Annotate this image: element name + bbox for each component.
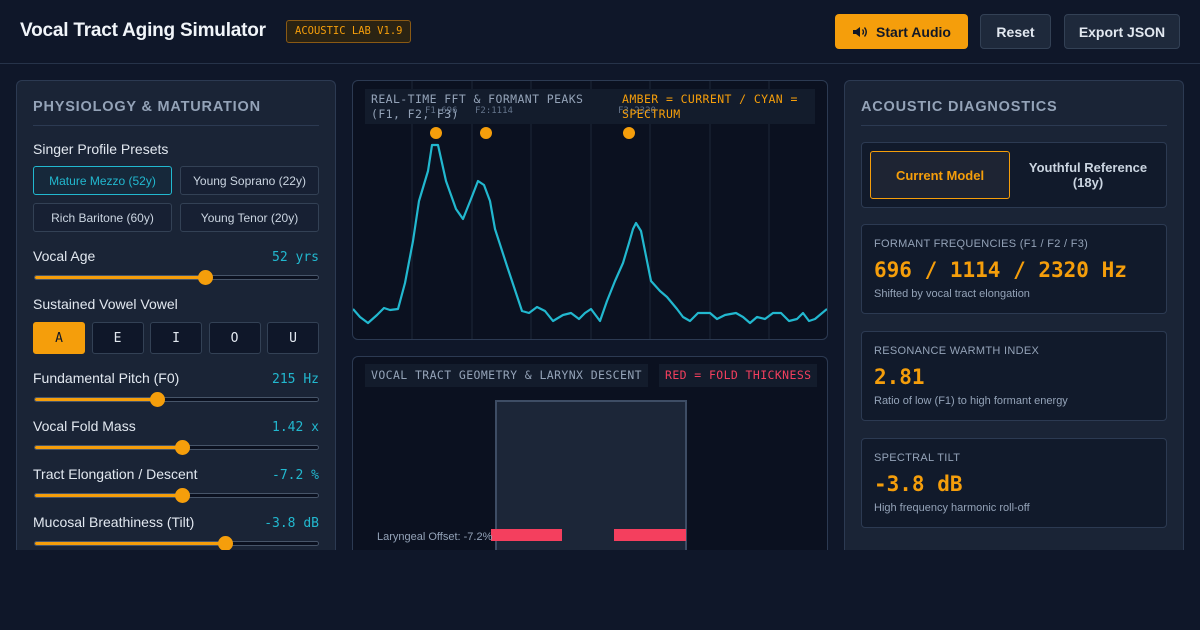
slider-thumb[interactable] — [175, 488, 191, 503]
preset-young-soprano[interactable]: Young Soprano (22y) — [180, 166, 319, 195]
slider-thumb[interactable] — [217, 536, 233, 550]
pitch-slider[interactable] — [34, 392, 319, 407]
slider-thumb[interactable] — [197, 270, 213, 285]
model-toggle: Current Model Youthful Reference (18y) — [861, 142, 1167, 208]
divider — [33, 125, 319, 126]
vocal-fold-right — [614, 529, 686, 541]
start-audio-button[interactable]: Start Audio — [835, 14, 968, 49]
export-json-button[interactable]: Export JSON — [1064, 14, 1180, 49]
vowel-e-button[interactable]: E — [91, 322, 144, 354]
breathiness-slider[interactable] — [34, 536, 319, 550]
peak-label-f2: F2:1114 — [475, 106, 513, 116]
vowel-label: Sustained Vowel Vowel — [33, 296, 178, 312]
formant-peak-f2 — [480, 127, 492, 139]
elongation-slider[interactable] — [34, 488, 319, 503]
geometry-panel: VOCAL TRACT GEOMETRY & LARYNX DESCENT RE… — [352, 356, 828, 550]
preset-young-tenor[interactable]: Young Tenor (20y) — [180, 203, 319, 232]
start-audio-label: Start Audio — [876, 23, 951, 40]
divider — [861, 125, 1167, 126]
pitch-label: Fundamental Pitch (F0) — [33, 370, 180, 386]
formant-peak-f1 — [430, 127, 442, 139]
pitch-value: 215 Hz — [272, 372, 319, 387]
card-value: 696 / 1114 / 2320 Hz — [874, 258, 1127, 282]
preset-rich-baritone[interactable]: Rich Baritone (60y) — [33, 203, 172, 232]
card-value: 2.81 — [874, 365, 925, 389]
card-label: RESONANCE WARMTH INDEX — [874, 345, 1040, 357]
current-model-tab[interactable]: Current Model — [870, 151, 1010, 199]
vocal-tract-shape — [495, 400, 687, 550]
fft-caption: REAL-TIME FFT & FORMANT PEAKS (F1, F2, F… — [371, 92, 584, 121]
resonance-warmth-card: RESONANCE WARMTH INDEX 2.81 Ratio of low… — [861, 331, 1167, 421]
fft-legend: AMBER = CURRENT / CYAN = SPECTRUM — [622, 92, 798, 121]
speaker-icon — [853, 26, 867, 37]
vowel-i-button[interactable]: I — [150, 322, 202, 354]
elongation-label: Tract Elongation / Descent — [33, 466, 198, 482]
card-desc: Ratio of low (F1) to high formant energy — [874, 395, 1068, 407]
youthful-reference-tab[interactable]: Youthful Reference (18y) — [1028, 160, 1148, 190]
laryngeal-offset-label: Laryngeal Offset: -7.2% — [377, 531, 493, 543]
caption-bar — [365, 89, 815, 124]
vocal-fold-left — [491, 529, 562, 541]
version-badge: ACOUSTIC LAB V1.9 — [286, 20, 412, 43]
vocal-age-slider[interactable] — [34, 270, 319, 285]
slider-thumb[interactable] — [149, 392, 165, 407]
fold-mass-value: 1.42 x — [272, 420, 319, 435]
spectrum-line — [353, 143, 827, 325]
app-header: Vocal Tract Aging Simulator ACOUSTIC LAB… — [0, 0, 1200, 64]
spectral-tilt-card: SPECTRAL TILT -3.8 dB High frequency har… — [861, 438, 1167, 528]
breathiness-value: -3.8 dB — [264, 516, 319, 531]
formant-frequencies-card: FORMANT FREQUENCIES (F1 / F2 / F3) 696 /… — [861, 224, 1167, 314]
diagnostics-title: ACOUSTIC DIAGNOSTICS — [861, 99, 1058, 115]
diagnostics-panel: ACOUSTIC DIAGNOSTICS Current Model Youth… — [844, 80, 1184, 550]
vowel-o-button[interactable]: O — [208, 322, 261, 354]
fold-mass-slider[interactable] — [34, 440, 319, 455]
physiology-title: PHYSIOLOGY & MATURATION — [33, 99, 261, 115]
geometry-legend: RED = FOLD THICKNESS — [659, 364, 818, 387]
breathiness-label: Mucosal Breathiness (Tilt) — [33, 514, 195, 530]
vowel-u-button[interactable]: U — [267, 322, 319, 354]
peak-label-f3: F3:2320 — [618, 106, 656, 116]
preset-mature-mezzo[interactable]: Mature Mezzo (52y) — [33, 166, 172, 195]
vocal-age-value: 52 yrs — [272, 250, 319, 265]
geometry-caption: VOCAL TRACT GEOMETRY & LARYNX DESCENT — [365, 364, 648, 387]
card-desc: Shifted by vocal tract elongation — [874, 288, 1030, 300]
vowel-a-button[interactable]: A — [33, 322, 85, 354]
formant-peak-f3 — [623, 127, 635, 139]
fft-plot: F1:696 F2:1114 F3:2320 — [353, 81, 827, 339]
peak-label-f1: F1:696 — [425, 106, 458, 116]
physiology-panel: PHYSIOLOGY & MATURATION Singer Profile P… — [16, 80, 336, 550]
fft-panel: F1:696 F2:1114 F3:2320 REAL-TIME FFT & F… — [352, 80, 828, 340]
slider-thumb[interactable] — [175, 440, 191, 455]
card-label: FORMANT FREQUENCIES (F1 / F2 / F3) — [874, 238, 1089, 250]
reset-button[interactable]: Reset — [980, 14, 1051, 49]
card-label: SPECTRAL TILT — [874, 452, 961, 464]
card-value: -3.8 dB — [874, 472, 963, 496]
elongation-value: -7.2 % — [272, 468, 319, 483]
app-title: Vocal Tract Aging Simulator — [20, 20, 266, 41]
card-desc: High frequency harmonic roll-off — [874, 502, 1030, 514]
presets-label: Singer Profile Presets — [33, 141, 169, 157]
fold-mass-label: Vocal Fold Mass — [33, 418, 136, 434]
vocal-age-label: Vocal Age — [33, 248, 96, 264]
